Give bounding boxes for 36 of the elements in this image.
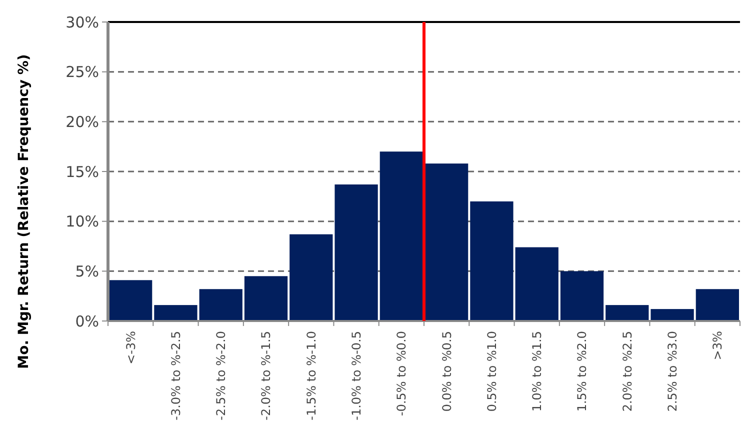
bar (470, 201, 514, 321)
x-tick-label: 0.5% to %1.0 (484, 331, 499, 412)
x-tick-label: 1.0% to %1.5 (530, 331, 544, 412)
bar (244, 276, 288, 321)
x-tick-label: 0.0% to %0.5 (440, 331, 454, 412)
x-tick-label: -2.0% to %-1.5 (259, 331, 274, 420)
x-tick-label: >3% (710, 331, 725, 360)
y-tick-label: 15% (66, 162, 99, 181)
bar (515, 247, 558, 321)
bar (650, 309, 694, 321)
bar (154, 305, 198, 321)
bar (380, 152, 423, 321)
x-tick-label: 2.0% to %2.5 (620, 331, 634, 412)
x-tick-label: -1.0% to %-0.5 (349, 331, 364, 420)
y-axis-title: Mo. Mgr. Return (Relative Frequency %) (16, 54, 32, 369)
bar (290, 234, 333, 321)
bar (334, 184, 378, 321)
bar (425, 164, 468, 321)
y-tick-label: 10% (66, 212, 99, 231)
x-tick-label: -3.0% to %-2.5 (168, 331, 183, 420)
y-tick-label: 25% (66, 63, 99, 82)
bar (696, 289, 739, 321)
bar (606, 305, 649, 321)
y-tick-label: 20% (66, 112, 99, 131)
y-tick-label: 0% (75, 312, 99, 330)
y-tick-label: 5% (75, 262, 99, 280)
x-tick-label: -2.5% to %-2.0 (214, 331, 228, 420)
bar (109, 280, 152, 321)
y-tick-label: 30% (66, 13, 99, 32)
x-tick-label: 1.5% to %2.0 (575, 331, 590, 412)
bar (560, 271, 604, 321)
bar (199, 289, 242, 321)
x-tick-label: 2.5% to %3.0 (665, 331, 680, 412)
x-tick-label: <-3% (124, 331, 138, 364)
x-tick-label: -1.5% to %-1.0 (304, 331, 318, 420)
x-tick-label: -0.5% to %0.0 (394, 331, 409, 416)
